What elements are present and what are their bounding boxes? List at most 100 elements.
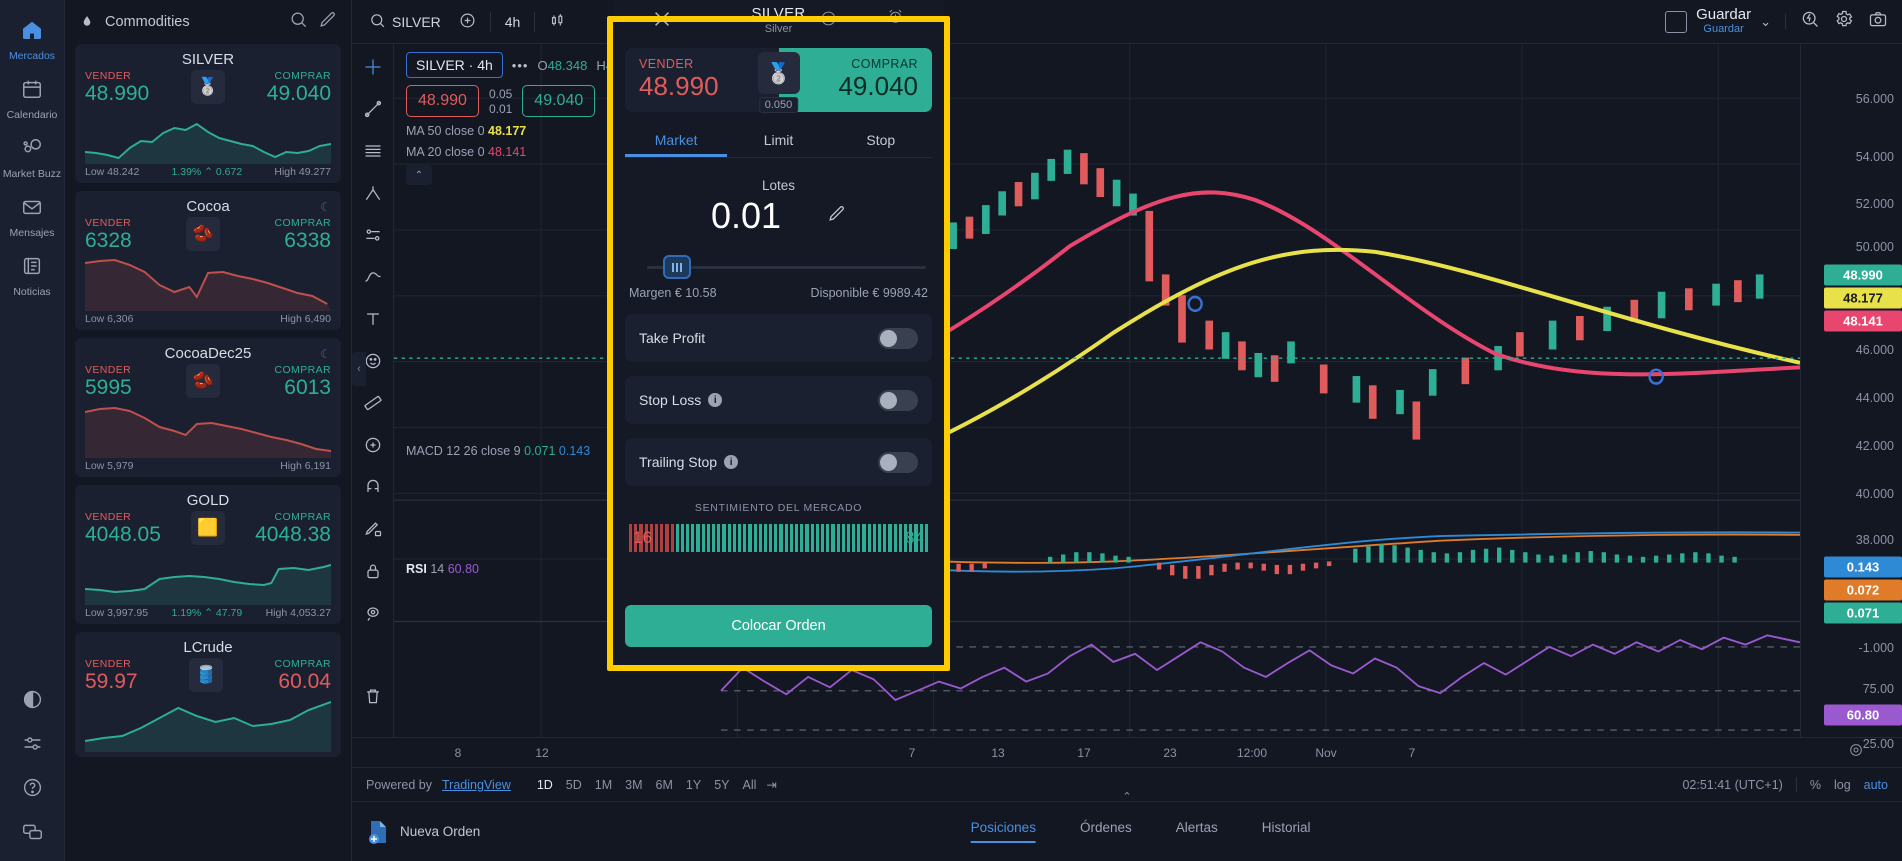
toggle-switch[interactable]: [878, 451, 918, 473]
timeframe-1M[interactable]: 1M: [594, 777, 613, 792]
fib-tool[interactable]: [358, 136, 388, 166]
watchlist-card[interactable]: SILVER VENDER 48.990 🥈 COMPRAR 49.040 Low 48.2…: [75, 44, 341, 183]
magnet-tool[interactable]: [358, 472, 388, 502]
footer-tab-órdenes[interactable]: Órdenes: [1079, 820, 1132, 835]
card-sell[interactable]: VENDER 6328: [85, 217, 132, 253]
text-tool[interactable]: [358, 304, 388, 334]
chevron-down-icon[interactable]: ⌄: [1760, 13, 1771, 29]
timeframe-1D[interactable]: 1D: [536, 777, 553, 792]
footer-tab-alertas[interactable]: Alertas: [1175, 820, 1218, 835]
place-order-button[interactable]: Colocar Orden: [625, 605, 932, 647]
nav-item-noticias[interactable]: Noticias: [0, 246, 65, 305]
measure-tool[interactable]: [358, 388, 388, 418]
pencil-icon[interactable]: [318, 10, 337, 34]
order-tab-stop[interactable]: Stop: [866, 132, 896, 148]
log-toggle[interactable]: log: [1833, 777, 1851, 792]
symbol-pill[interactable]: SILVER · 4h: [406, 52, 503, 78]
add-symbol-button[interactable]: [450, 7, 485, 37]
info-icon[interactable]: i: [708, 393, 723, 407]
alarm-icon[interactable]: [887, 8, 904, 30]
legend-collapse-button[interactable]: ⌃: [406, 165, 432, 185]
close-icon[interactable]: [651, 8, 673, 30]
info-icon[interactable]: i: [724, 455, 739, 469]
nav-item-mercados[interactable]: Mercados: [0, 10, 65, 69]
tradingview-link[interactable]: TradingView: [442, 777, 511, 792]
card-sell[interactable]: VENDER 59.97: [85, 658, 138, 694]
lock-tool[interactable]: [358, 556, 388, 586]
card-buy[interactable]: COMPRAR 49.040: [267, 70, 331, 106]
gann-tool[interactable]: [358, 220, 388, 250]
order-tab-market[interactable]: Market: [625, 126, 727, 157]
toggle-switch[interactable]: [878, 327, 918, 349]
nav-item-mensajes[interactable]: Mensajes: [0, 187, 65, 246]
zoom-tool[interactable]: [358, 430, 388, 460]
nav-item-calendario[interactable]: Calendario: [0, 69, 65, 128]
timeframe-5D[interactable]: 5D: [565, 777, 582, 792]
symbol-search-button[interactable]: SILVER: [360, 7, 450, 37]
timeframe-5Y[interactable]: 5Y: [714, 777, 730, 792]
footer-tab-historial[interactable]: Historial: [1261, 820, 1311, 835]
eye-tool[interactable]: [358, 598, 388, 628]
contrast-icon[interactable]: [22, 689, 43, 715]
pitchfork-tool[interactable]: [358, 178, 388, 208]
watchlist-card[interactable]: LCrude VENDER 59.97 🛢️ COMPRAR 60.04: [75, 632, 341, 757]
nav-item-market-buzz[interactable]: Market Buzz: [0, 128, 65, 187]
camera-icon[interactable]: [1868, 9, 1888, 34]
auto-toggle[interactable]: auto: [1863, 777, 1888, 792]
legend-more-icon[interactable]: •••: [511, 57, 529, 73]
panel-expand-chevron[interactable]: ⌃: [1122, 791, 1132, 803]
price-scale[interactable]: 56.000 54.000 52.000 50.000 48.990 48.17…: [1800, 44, 1902, 751]
footer-tab-posiciones[interactable]: Posiciones: [970, 820, 1036, 843]
timeframe-3M[interactable]: 3M: [625, 777, 643, 792]
save-layout-control[interactable]: Guardar Guardar ⌄: [1665, 7, 1771, 37]
order-row-trailing-stop[interactable]: Trailing Stop i: [625, 438, 932, 486]
watchlist-card[interactable]: Cocoa ☾ VENDER 6328 🫘 COMPRAR 6338 Low 6,306 Hig…: [75, 191, 341, 330]
order-row-stop-loss[interactable]: Stop Loss i: [625, 376, 932, 424]
interval-button[interactable]: 4h: [496, 9, 530, 35]
card-buy[interactable]: COMPRAR 6338: [275, 217, 331, 253]
crosshair-tool[interactable]: [358, 52, 388, 82]
card-sell[interactable]: VENDER 5995: [85, 364, 132, 400]
chart-type-button[interactable]: [540, 7, 575, 37]
draw-lock-tool[interactable]: [358, 514, 388, 544]
timeframe-6M[interactable]: 6M: [655, 777, 673, 792]
watchlist-card[interactable]: CocoaDec25 ☾ VENDER 5995 🫘 COMPRAR 6013 Low 5,9…: [75, 338, 341, 477]
sliders-icon[interactable]: [22, 733, 43, 759]
buy-quote-button[interactable]: COMPRAR 49.040: [778, 48, 932, 112]
info-icon[interactable]: [820, 10, 837, 32]
slider-knob[interactable]: [663, 255, 691, 279]
card-sell[interactable]: VENDER 48.990: [85, 70, 149, 106]
new-order-button[interactable]: Nueva Orden: [366, 819, 480, 845]
goto-icon[interactable]: ⇥: [766, 778, 777, 792]
time-scale[interactable]: 8 12 7 13 17 23 12:00 Nov 7: [352, 737, 1902, 767]
toggle-switch[interactable]: [878, 389, 918, 411]
search-icon[interactable]: [289, 10, 308, 34]
trendline-tool[interactable]: [358, 94, 388, 124]
brush-tool[interactable]: [358, 262, 388, 292]
percent-toggle[interactable]: %: [1809, 777, 1821, 792]
gear-icon[interactable]: [1834, 9, 1854, 34]
delete-tool[interactable]: [358, 681, 388, 711]
watchlist-card[interactable]: GOLD VENDER 4048.05 🟨 COMPRAR 4048.38 Low 3,99…: [75, 485, 341, 624]
sell-quote-box[interactable]: 48.990: [406, 85, 479, 117]
buy-quote-box[interactable]: 49.040: [522, 85, 596, 117]
lightning-search-icon[interactable]: [1800, 9, 1820, 34]
timeframe-All[interactable]: All: [742, 777, 757, 792]
pencil-icon[interactable]: [827, 204, 846, 228]
card-buy[interactable]: COMPRAR 60.04: [275, 658, 331, 694]
help-icon[interactable]: [22, 777, 43, 803]
time-scale-gear-icon[interactable]: [1848, 742, 1864, 763]
timeframe-1Y[interactable]: 1Y: [685, 777, 702, 792]
sell-quote-button[interactable]: VENDER 48.990: [625, 48, 779, 112]
card-buy[interactable]: COMPRAR 6013: [275, 364, 331, 400]
chart-canvas[interactable]: SILVER · 4h ••• O48.348 H48. 48.990 0.05…: [394, 44, 1800, 737]
order-row-take-profit[interactable]: Take Profit: [625, 314, 932, 362]
watchlist-collapse-handle[interactable]: ‹: [352, 352, 366, 386]
lot-slider[interactable]: [629, 255, 928, 279]
card-buy[interactable]: COMPRAR 4048.38: [255, 511, 331, 547]
order-tab-limit[interactable]: Limit: [763, 132, 794, 148]
card-sell[interactable]: VENDER 4048.05: [85, 511, 161, 547]
chart-legend: SILVER · 4h ••• O48.348 H48. 48.990 0.05…: [406, 52, 624, 185]
lots-value[interactable]: 0.01: [710, 195, 782, 236]
chat-icon[interactable]: [22, 821, 43, 847]
